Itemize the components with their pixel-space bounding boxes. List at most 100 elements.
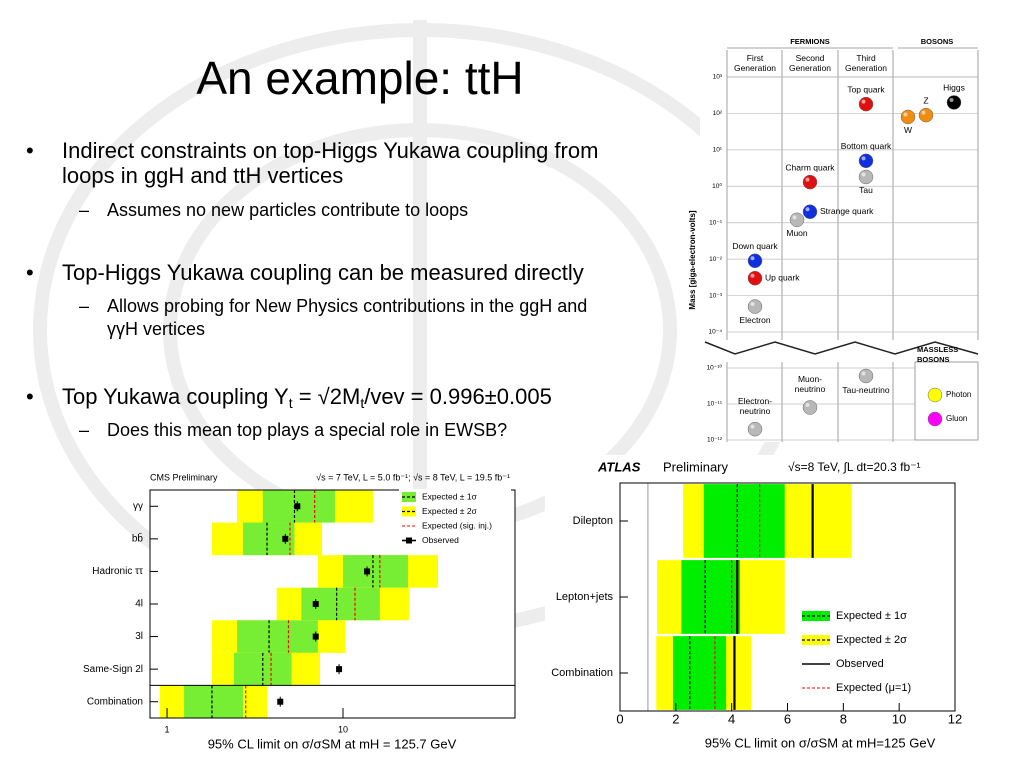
particle-highlight: [861, 156, 866, 161]
x-tick-label: 1: [165, 724, 170, 734]
y-tick-label: 10⁻³: [709, 292, 723, 299]
category-label: Same-Sign 2l: [83, 664, 143, 675]
band: [342, 555, 408, 588]
massless-label: Gluon: [946, 414, 967, 423]
slide-title: An example: ttH: [196, 52, 524, 104]
category-label: γγ: [133, 501, 143, 512]
band: [673, 636, 727, 710]
category-label: 4l: [135, 599, 143, 610]
text-run: = √2M: [292, 384, 361, 409]
category-label: bb̄: [132, 532, 144, 545]
legend-box: [399, 489, 511, 549]
particle-highlight: [949, 97, 954, 102]
y-tick-label: 10⁻⁴: [709, 329, 723, 336]
particle-label: W: [904, 125, 912, 135]
particle: [747, 421, 763, 437]
particle-highlight: [861, 371, 866, 376]
particle-label: Up quark: [765, 272, 800, 282]
category-label: Hadronic ττ: [92, 566, 143, 577]
particle: [858, 368, 874, 384]
y-tick-label: 10⁻¹¹: [707, 401, 723, 408]
massless-title: MASSLESS BOSONS: [917, 345, 959, 364]
observed-marker: [312, 633, 319, 640]
x-tick-label: 10: [892, 711, 906, 726]
particle-label: Electron: [739, 315, 770, 325]
particle-label: Electron-neutrino: [737, 396, 772, 417]
particle: [802, 400, 818, 415]
particle-label: Tau-neutrino: [842, 384, 890, 395]
observed-marker: [312, 601, 319, 607]
column-header: Third Generation: [844, 53, 888, 73]
y-tick-label: 10⁻¹⁰: [707, 364, 723, 372]
group-header: BOSONS: [921, 37, 954, 46]
legend-label: Expected (μ=1): [836, 682, 911, 694]
particle: [858, 169, 874, 185]
particle-frame: [704, 47, 979, 442]
particle: [747, 270, 763, 286]
massless-label: Photon: [946, 390, 971, 399]
observed-marker: [294, 503, 301, 510]
particle: [900, 109, 916, 125]
observed-marker: [336, 666, 343, 673]
particle-label: Muon: [786, 228, 808, 238]
text-run: /vev = 0.996±0.005: [364, 384, 552, 409]
legend-label: Observed: [836, 658, 884, 670]
category-label: Lepton+jets: [556, 591, 614, 603]
particle-highlight: [750, 424, 755, 429]
legend-label: Expected (sig. inj.): [422, 520, 492, 530]
band: [184, 685, 243, 718]
particle-highlight: [921, 110, 926, 115]
bullet: Indirect constraints on top-Higgs Yukawa…: [26, 138, 652, 188]
subscript: t: [288, 395, 293, 411]
chart-header: ATLAS: [597, 459, 641, 474]
particle-label: Charm quark: [785, 162, 835, 172]
y-axis-label: Mass [giga-electron-volts]: [688, 210, 697, 309]
x-axis-label: 95% CL limit on σ/σSM at mH=125 GeV: [705, 735, 936, 750]
observed-marker: [282, 535, 289, 542]
x-tick-label: 8: [840, 711, 847, 726]
y-tick-label: 10⁰: [712, 182, 722, 190]
text-run: Top Yukawa coupling Y: [62, 384, 289, 409]
particle-label: Down quark: [732, 241, 778, 251]
y-tick-label: 10⁻¹²: [707, 437, 723, 444]
particle-highlight: [805, 177, 810, 182]
column-header: Second Generation: [788, 53, 832, 73]
legend-label: Expected ± 2σ: [422, 506, 478, 516]
sub-bullet: Does this mean top plays a special role …: [79, 419, 667, 442]
particle-label: Bottom quark: [841, 141, 892, 151]
particle: [747, 299, 763, 314]
legend-label: Expected ± 1σ: [422, 491, 478, 501]
y-tick-label: 10⁻²: [709, 256, 723, 263]
massless-particle: [927, 387, 943, 403]
particle-label: Z: [923, 95, 928, 105]
x-tick-label: 10: [338, 724, 348, 734]
particle-highlight: [805, 207, 810, 212]
chart-header: √s=8 TeV, ∫L dt=20.3 fb⁻¹: [788, 460, 921, 474]
subscript: t: [360, 395, 365, 411]
chart-header: CMS Preliminary: [150, 472, 218, 482]
legend-label: Expected ± 1σ: [836, 610, 907, 622]
category-label: Combination: [551, 667, 613, 679]
particle-highlight: [750, 302, 755, 307]
x-tick-label: 0: [616, 711, 623, 726]
chart-header: √s = 7 TeV, L = 5.0 fb⁻¹; √s = 8 TeV, L …: [316, 472, 510, 482]
band: [237, 620, 318, 653]
particle: [802, 174, 818, 190]
category-label: Combination: [87, 696, 143, 707]
legend-swatch: [406, 537, 412, 544]
y-tick-label: 10³: [713, 74, 723, 81]
legend-label: Expected ± 2σ: [836, 634, 907, 646]
particle-highlight: [861, 99, 866, 104]
y-tick-label: 10⁻¹: [709, 219, 723, 226]
particle-background: [700, 40, 978, 442]
y-tick-label: 10¹: [713, 147, 723, 154]
particle-label: Higgs: [943, 83, 965, 93]
particle-label: Muon-neutrino: [794, 374, 826, 395]
legend-swatch: [802, 611, 830, 621]
observed-marker: [364, 568, 371, 575]
particle-highlight: [805, 402, 810, 407]
particle-highlight: [861, 172, 866, 177]
particle: [858, 96, 874, 112]
